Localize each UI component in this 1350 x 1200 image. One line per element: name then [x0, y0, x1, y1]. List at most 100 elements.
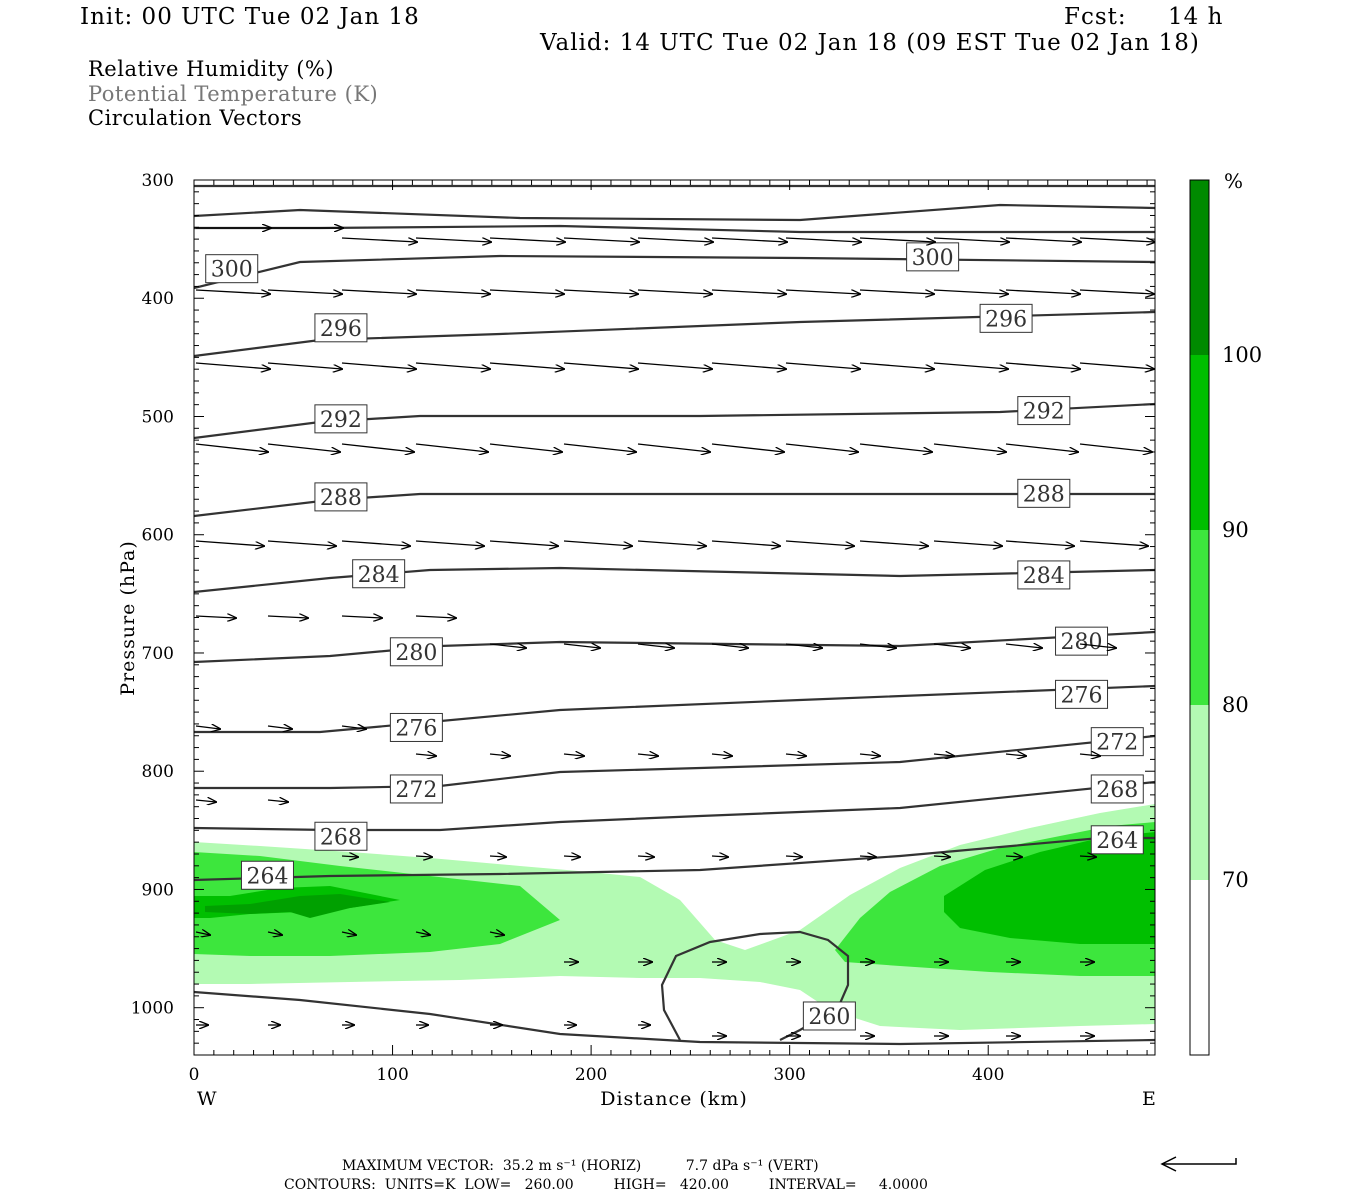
contour-label-296: 296 — [985, 307, 1027, 332]
reference-vector — [1160, 1156, 1237, 1172]
y-axis-label: Pressure (hPa) — [117, 540, 139, 696]
circulation-vector — [267, 932, 282, 935]
y-tick-label: 400 — [142, 289, 174, 309]
y-tick-label: 600 — [142, 526, 174, 546]
circulation-vector — [341, 443, 414, 452]
theta-contour-284 — [194, 566, 1155, 594]
legend-circulation-vectors: Circulation Vectors — [88, 106, 303, 130]
theta-contour-mid-upper — [194, 224, 1155, 234]
y-tick-label: 1000 — [131, 999, 174, 1019]
contour-label-292: 292 — [320, 408, 362, 433]
contour-label-260: 260 — [808, 1005, 850, 1030]
circulation-vector — [637, 540, 706, 546]
circulation-vector — [415, 856, 432, 857]
circulation-vector — [415, 362, 490, 369]
contour-label-272: 272 — [395, 778, 437, 803]
circulation-vector — [341, 726, 366, 729]
theta-contour-300 — [194, 254, 1155, 290]
circulation-vector — [1005, 856, 1022, 857]
circulation-vector — [415, 932, 430, 935]
contour-label-box — [979, 303, 1033, 333]
circulation-vector — [711, 754, 732, 756]
contour-label-272: 272 — [1096, 731, 1138, 756]
circulation-vector — [341, 540, 410, 546]
contour-labels: 300 300 296 296 292 292 288 288 284 284 280 280 276 2… — [205, 242, 1144, 1031]
x-axis-label: Distance (km) — [600, 1088, 748, 1110]
contour-label-268: 268 — [320, 825, 362, 850]
axes: 300 400 500 600 700 800 900 1000 0 100 200 300 400 — [131, 171, 1155, 1085]
y-tick-label: 300 — [142, 171, 174, 191]
circulation-vector — [415, 443, 488, 452]
circulation-vector — [267, 540, 336, 546]
contour-label-288: 288 — [1023, 482, 1065, 507]
max-vector-info: MAXIMUM VECTOR: 35.2 m s⁻¹ (HORIZ) 7.7 d… — [342, 1158, 819, 1174]
west-end-label: W — [197, 1088, 218, 1110]
circulation-vector — [785, 754, 806, 756]
circulation-vector — [195, 800, 216, 802]
contour-label-300: 300 — [211, 258, 253, 283]
contour-label-box — [389, 637, 443, 667]
circulation-vector — [933, 856, 950, 857]
x-tick-label: 300 — [773, 1065, 805, 1085]
circulation-vector — [859, 289, 934, 294]
circulation-vector — [1005, 237, 1081, 242]
circulation-vector — [489, 237, 565, 242]
circulation-vector — [859, 754, 880, 756]
circulation-vector — [711, 443, 784, 452]
contour-label-box — [314, 821, 368, 851]
circulation-vector — [859, 362, 934, 369]
circulation-vector — [195, 540, 264, 546]
contour-label-276: 276 — [395, 716, 437, 741]
contour-label-264: 264 — [1096, 829, 1138, 854]
legend-relative-humidity: Relative Humidity (%) — [88, 57, 335, 81]
circulation-vector — [933, 754, 954, 756]
circulation-vector — [1005, 754, 1026, 756]
contour-label-296: 296 — [320, 317, 362, 342]
colorbar-label-80: 80 — [1222, 693, 1249, 717]
colorbar-label-90: 90 — [1222, 518, 1249, 542]
circulation-vector — [785, 856, 802, 857]
contour-info: CONTOURS: UNITS=K LOW= 260.00 HIGH= 420.… — [284, 1177, 928, 1193]
contour-label-box — [906, 242, 960, 272]
circulation-vector — [341, 237, 417, 242]
theta-contour-288 — [194, 492, 1155, 518]
init-time: Init: 00 UTC Tue 02 Jan 18 — [80, 4, 420, 30]
y-tick-label: 700 — [142, 644, 174, 664]
circulation-vector — [267, 289, 342, 294]
contour-label-box — [1090, 774, 1144, 804]
contour-label-268: 268 — [1096, 778, 1138, 803]
contour-label-box — [1090, 727, 1144, 757]
circulation-vector — [341, 932, 356, 935]
contour-label-288: 288 — [320, 486, 362, 511]
circulation-vector — [563, 362, 638, 369]
circulation-vector — [1079, 362, 1154, 369]
y-tick-label: 500 — [142, 407, 174, 427]
circulation-vector — [267, 362, 342, 369]
circulation-vector — [859, 644, 896, 648]
circulation-vector — [859, 856, 876, 857]
contour-label-284: 284 — [358, 563, 400, 588]
circulation-vector — [1079, 754, 1100, 756]
contour-label-280: 280 — [1061, 630, 1103, 655]
circulation-vector — [1079, 856, 1096, 857]
theta-contour-upper — [194, 203, 1155, 222]
circulation-vector — [637, 856, 654, 857]
circulation-vector — [489, 644, 526, 648]
circulation-vector — [1005, 443, 1078, 452]
contour-label-box — [314, 482, 368, 512]
colorbar-above-100 — [1190, 180, 1209, 355]
circulation-vector — [267, 726, 292, 729]
valid-time: Valid: 14 UTC Tue 02 Jan 18 (09 EST Tue … — [540, 30, 1200, 56]
x-tick-label: 0 — [189, 1065, 200, 1085]
rh-70-80-region — [194, 804, 1155, 1030]
circulation-vector — [489, 289, 564, 294]
circulation-vector — [563, 754, 584, 756]
circulation-vector — [933, 289, 1008, 294]
circulation-vector — [711, 237, 787, 242]
colorbar: % 100 90 80 70 — [1189, 169, 1262, 1056]
contour-label-box — [240, 860, 294, 890]
circulation-vector — [1079, 237, 1155, 242]
circulation-vector — [933, 443, 1006, 452]
colorbar-frame — [1189, 179, 1210, 1056]
contour-label-box — [1017, 396, 1071, 426]
